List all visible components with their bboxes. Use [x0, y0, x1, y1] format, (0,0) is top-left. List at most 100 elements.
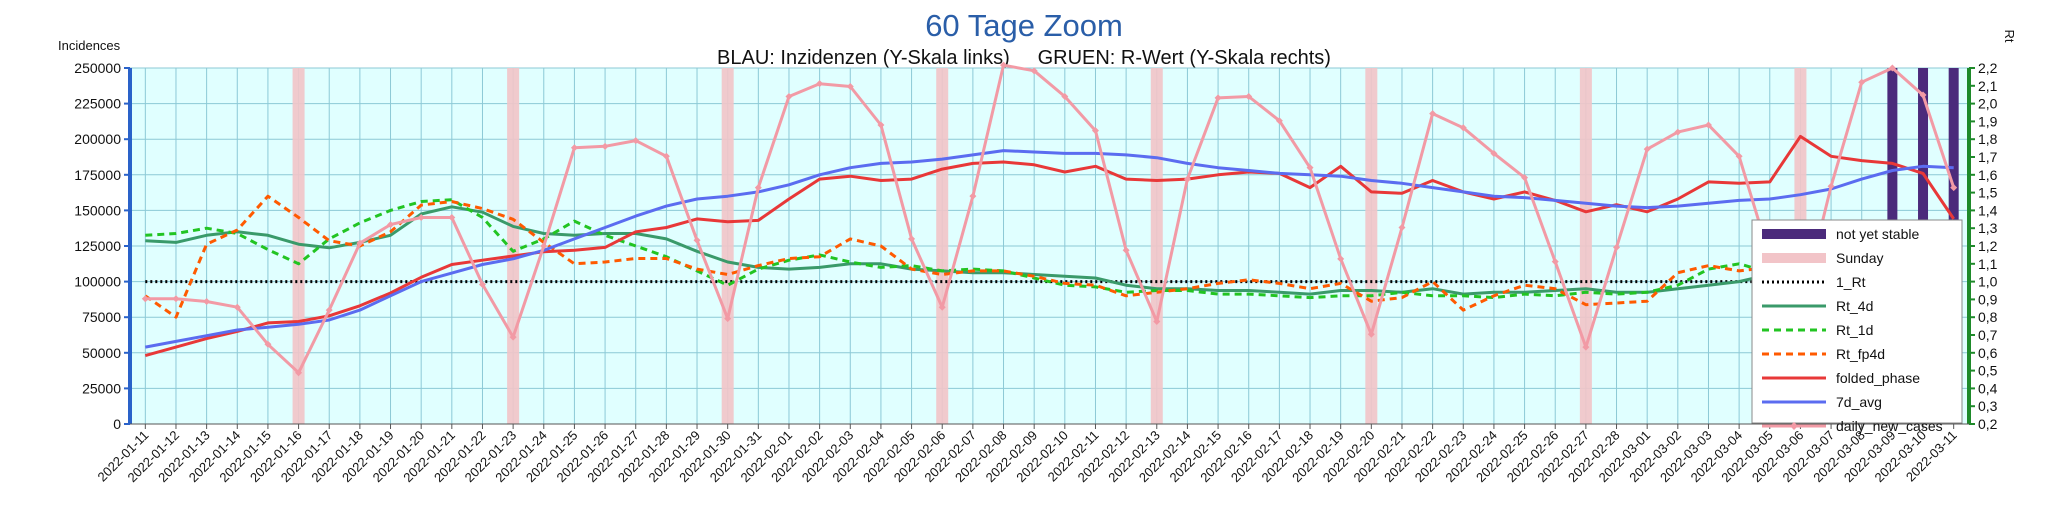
y2-tick-label: 2,2 — [1978, 60, 1998, 76]
data-point-daily-new-cases — [1521, 174, 1529, 182]
data-point-daily-new-cases — [693, 236, 701, 244]
data-point-daily-new-cases — [1459, 124, 1467, 132]
y-tick-label: 150000 — [74, 202, 121, 218]
y2-tick-label: 1,7 — [1978, 149, 1998, 165]
data-point-daily-new-cases — [387, 221, 395, 229]
y-tick-label: 250000 — [74, 60, 121, 76]
y2-tick-label: 0,7 — [1978, 327, 1998, 343]
data-point-daily-new-cases — [1214, 94, 1222, 102]
data-point-daily-new-cases — [1429, 110, 1437, 118]
data-point-daily-new-cases — [1490, 149, 1498, 157]
data-point-daily-new-cases — [1091, 127, 1099, 135]
data-point-daily-new-cases — [1613, 243, 1621, 251]
legend-label-rt-1d: Rt_1d — [1836, 322, 1873, 338]
y2-tick-label: 2,0 — [1978, 96, 1998, 112]
data-point-daily-new-cases — [203, 298, 211, 306]
y-tick-label: 75000 — [82, 309, 121, 325]
legend-label-folded-phase: folded_phase — [1836, 370, 1920, 386]
y-tick-label: 175000 — [74, 167, 121, 183]
legend-swatch-not-yet-stable — [1762, 229, 1826, 239]
data-point-daily-new-cases — [969, 192, 977, 200]
legend: not yet stable Sunday 1_Rt Rt_4d Rt_1d Rt_fp4… — [1751, 219, 1963, 434]
data-point-daily-new-cases — [1735, 152, 1743, 160]
sunday-bar — [292, 68, 305, 424]
y2-tick-label: 1,9 — [1978, 113, 1998, 129]
data-point-daily-new-cases — [601, 142, 609, 150]
legend-label-sunday: Sunday — [1836, 250, 1883, 266]
legend-label-1-rt: 1_Rt — [1836, 274, 1866, 290]
chart-subtitle: BLAU: Inzidenzen (Y-Skala links) GRUEN: … — [717, 47, 1331, 69]
data-point-daily-new-cases — [1337, 255, 1345, 263]
y2-tick-label: 1,1 — [1978, 256, 1998, 272]
series-line-rt-1d — [145, 198, 1955, 300]
sunday-bar — [1365, 68, 1378, 424]
y2-tick-label: 2,1 — [1978, 78, 1998, 94]
y-tick-label: 225000 — [74, 96, 121, 112]
legend-marker-daily-new-cases — [1790, 422, 1798, 430]
legend-label-rt-4d: Rt_4d — [1836, 298, 1873, 314]
series-line-rt-4d — [145, 205, 1955, 296]
data-point-daily-new-cases — [1858, 78, 1866, 86]
data-point-daily-new-cases — [478, 280, 486, 288]
data-point-daily-new-cases — [1919, 91, 1927, 99]
data-point-daily-new-cases — [1398, 223, 1406, 231]
y-tick-label: 100000 — [74, 274, 121, 290]
data-point-daily-new-cases — [295, 369, 303, 377]
data-point-daily-new-cases — [1582, 343, 1590, 351]
data-point-daily-new-cases — [417, 214, 425, 222]
data-point-daily-new-cases — [325, 306, 333, 314]
data-point-daily-new-cases — [448, 214, 456, 222]
legend-label-7d-avg: 7d_avg — [1836, 394, 1882, 410]
plot-area: 0 25000 50000 75000 100000 125000 150000 175000… — [74, 60, 1997, 485]
series-line-daily-new-cases — [145, 63, 1956, 375]
legend-label-rt-fp4d: Rt_fp4d — [1836, 346, 1885, 362]
sunday-bar — [507, 68, 520, 424]
legend-swatch-sunday — [1762, 253, 1826, 263]
data-point-daily-new-cases — [846, 83, 854, 91]
data-point-daily-new-cases — [1153, 317, 1161, 325]
data-point-daily-new-cases — [908, 235, 916, 243]
data-point-daily-new-cases — [1643, 145, 1651, 153]
data-point-daily-new-cases — [1827, 182, 1835, 190]
y2-tick-label: 0,4 — [1978, 380, 1998, 396]
data-point-daily-new-cases — [1551, 258, 1559, 266]
y2-tick-label: 1,4 — [1978, 202, 1998, 218]
sunday-bar — [721, 68, 734, 424]
data-point-daily-new-cases — [1950, 184, 1958, 192]
y-axis-title: Incidences — [58, 38, 121, 53]
y-tick-label: 0 — [113, 416, 121, 432]
data-point-daily-new-cases — [233, 303, 241, 311]
y2-tick-label: 1,2 — [1978, 238, 1998, 254]
data-point-daily-new-cases — [1122, 246, 1130, 254]
y2-tick-label: 0,6 — [1978, 345, 1998, 361]
data-point-daily-new-cases — [540, 242, 548, 250]
data-point-daily-new-cases — [570, 144, 578, 152]
series-line-rt-fp4d — [144, 194, 1955, 326]
y-tick-label: 50000 — [82, 345, 121, 361]
y2-tick-label: 1,3 — [1978, 220, 1998, 236]
y2-tick-label: 0,5 — [1978, 363, 1998, 379]
y2-axis-title: Rt — [2002, 30, 2017, 43]
y-tick-label: 200000 — [74, 131, 121, 147]
legend-label-not-yet-stable: not yet stable — [1836, 226, 1919, 242]
data-point-daily-new-cases — [172, 295, 180, 303]
data-point-daily-new-cases — [662, 152, 670, 160]
data-point-daily-new-cases — [1183, 175, 1191, 183]
data-point-daily-new-cases — [1030, 67, 1038, 75]
data-point-daily-new-cases — [632, 137, 640, 145]
y2-tick-label: 0,9 — [1978, 291, 1998, 307]
data-point-daily-new-cases — [141, 295, 149, 303]
data-point-daily-new-cases — [938, 303, 946, 311]
data-point-daily-new-cases — [509, 333, 517, 341]
data-point-daily-new-cases — [356, 239, 364, 247]
data-point-daily-new-cases — [724, 315, 732, 323]
data-point-daily-new-cases — [1888, 64, 1896, 72]
data-point-daily-new-cases — [1245, 92, 1253, 100]
y-tick-label: 125000 — [74, 238, 121, 254]
data-point-daily-new-cases — [1704, 121, 1712, 129]
data-point-daily-new-cases — [1306, 164, 1314, 172]
data-point-daily-new-cases — [1061, 92, 1069, 100]
y-tick-label: 25000 — [82, 380, 121, 396]
data-point-daily-new-cases — [785, 92, 793, 100]
